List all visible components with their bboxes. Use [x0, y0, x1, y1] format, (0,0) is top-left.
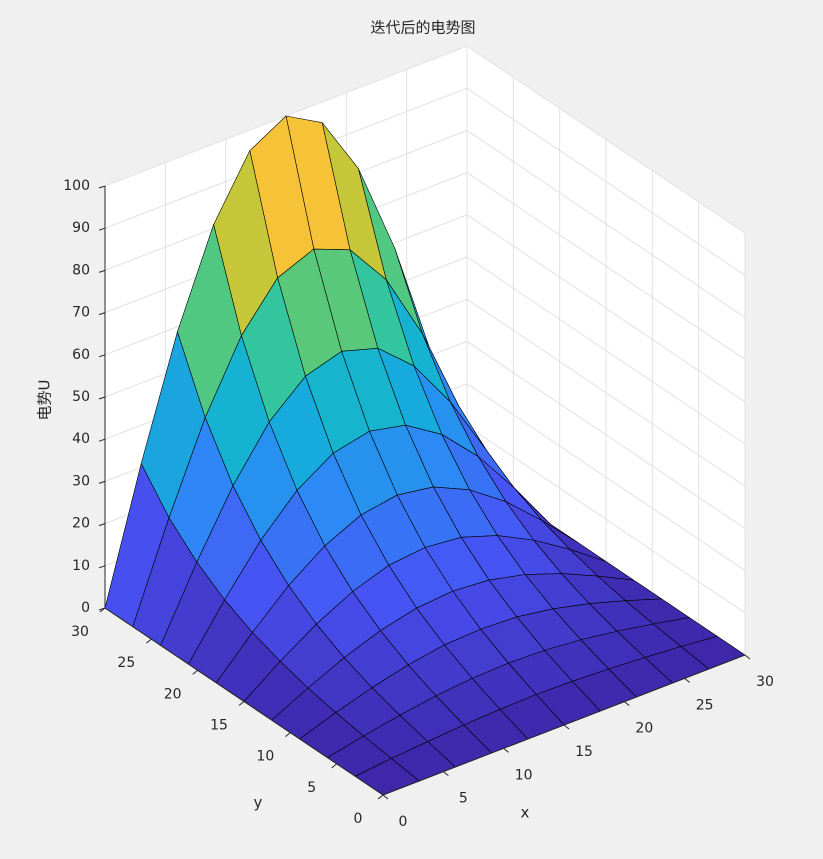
- x-tick: [744, 654, 751, 660]
- z-tick-label: 40: [72, 431, 90, 447]
- x-tick-label: 0: [399, 814, 408, 830]
- y-tick: [331, 763, 337, 769]
- x-tick-label: 15: [575, 744, 593, 760]
- x-axis-label: x: [521, 804, 530, 822]
- y-tick: [377, 794, 384, 800]
- z-tick-label: 10: [72, 558, 90, 574]
- z-tick: [98, 396, 106, 400]
- z-tick: [98, 227, 106, 231]
- x-tick: [382, 794, 389, 800]
- y-axis-label: y: [254, 794, 263, 812]
- x-tick: [443, 771, 449, 777]
- y-tick-label: 30: [71, 624, 89, 640]
- z-tick-label: 80: [72, 262, 90, 278]
- z-axis-label: 电势U: [36, 380, 54, 421]
- z-tick-label: 90: [72, 220, 90, 236]
- z-tick-label: 30: [72, 473, 90, 489]
- x-tick: [563, 724, 570, 730]
- z-tick-label: 20: [72, 516, 90, 532]
- z-tick: [98, 480, 106, 484]
- z-tick: [98, 354, 106, 358]
- x-tick-label: 5: [459, 791, 468, 807]
- y-tick: [192, 669, 198, 675]
- y-tick-label: 10: [256, 749, 274, 765]
- x-tick-label: 10: [515, 767, 533, 783]
- z-tick-label: 50: [72, 389, 90, 405]
- x-tick-label: 20: [635, 721, 653, 737]
- z-tick-label: 0: [81, 600, 90, 616]
- z-tick: [98, 269, 106, 273]
- y-tick: [99, 607, 106, 613]
- y-tick-label: 20: [164, 686, 182, 702]
- y-tick-label: 5: [307, 780, 316, 796]
- z-tick: [98, 565, 106, 569]
- x-tick-label: 30: [756, 674, 774, 690]
- x-tick: [684, 677, 690, 683]
- z-tick-label: 70: [72, 305, 90, 321]
- chart-title: 迭代后的电势图: [370, 19, 475, 37]
- x-tick: [503, 747, 509, 753]
- z-tick: [98, 523, 106, 527]
- x-tick-label: 25: [696, 697, 714, 713]
- x-tick: [624, 701, 630, 707]
- z-tick: [98, 312, 106, 316]
- y-tick: [146, 638, 152, 644]
- z-tick-label: 60: [72, 347, 90, 363]
- y-tick-label: 25: [117, 655, 135, 671]
- y-tick-label: 15: [210, 718, 228, 734]
- z-tick: [98, 185, 106, 189]
- y-tick-label: 0: [354, 811, 363, 827]
- y-tick: [285, 732, 291, 738]
- z-tick: [98, 438, 106, 442]
- z-tick-label: 100: [63, 178, 90, 194]
- y-tick: [238, 701, 245, 706]
